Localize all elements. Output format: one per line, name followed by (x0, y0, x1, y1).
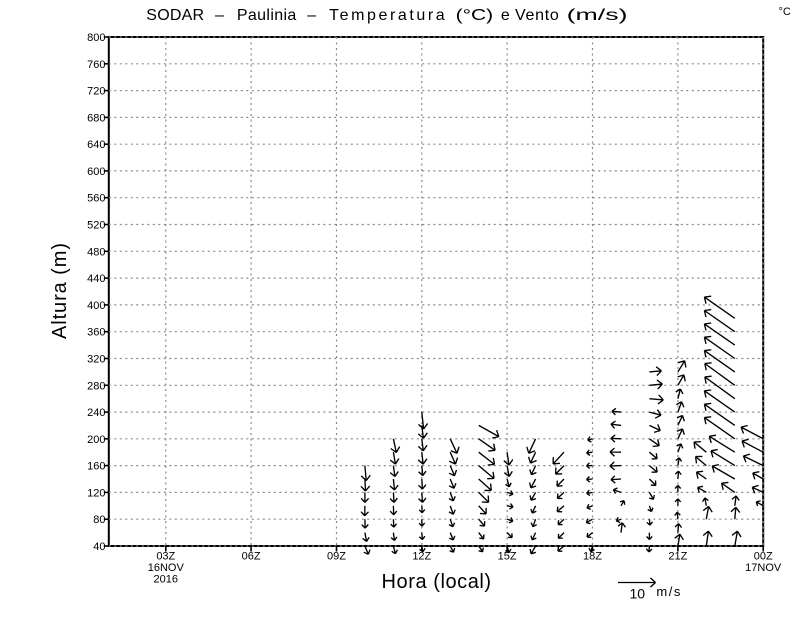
svg-text:–: – (215, 7, 224, 24)
svg-text:240: 240 (87, 407, 105, 419)
svg-text:15Z: 15Z (498, 551, 517, 563)
svg-text:Vento: Vento (515, 7, 559, 24)
svg-text:03Z: 03Z (156, 551, 175, 563)
svg-text:720: 720 (87, 86, 105, 98)
svg-text:480: 480 (87, 246, 105, 258)
svg-text:2016: 2016 (154, 574, 178, 586)
svg-text:200: 200 (87, 434, 105, 446)
svg-text:Hora (local): Hora (local) (382, 571, 492, 593)
svg-text:m/s: m/s (656, 584, 681, 599)
svg-text:17NOV: 17NOV (745, 562, 782, 574)
svg-text:12Z: 12Z (412, 551, 431, 563)
svg-text:Paulinia: Paulinia (237, 7, 296, 24)
svg-text:SODAR: SODAR (146, 7, 204, 24)
svg-text:10: 10 (630, 586, 646, 602)
svg-text:440: 440 (87, 273, 105, 285)
svg-text:(m/s): (m/s) (567, 7, 628, 24)
svg-text:00Z: 00Z (754, 551, 773, 563)
svg-text:06Z: 06Z (242, 551, 261, 563)
svg-text:80: 80 (93, 514, 105, 526)
svg-text:e: e (501, 7, 510, 24)
svg-text:800: 800 (87, 32, 105, 44)
svg-text:680: 680 (87, 112, 105, 124)
svg-text:280: 280 (87, 380, 105, 392)
svg-text:(°C): (°C) (456, 7, 494, 24)
svg-text:40: 40 (93, 541, 105, 553)
svg-text:16NOV: 16NOV (148, 562, 185, 574)
svg-text:21Z: 21Z (668, 551, 687, 563)
svg-text:560: 560 (87, 193, 105, 205)
svg-text:520: 520 (87, 220, 105, 232)
svg-text:Temperatura: Temperatura (329, 7, 445, 24)
svg-text:640: 640 (87, 139, 105, 151)
svg-text:120: 120 (87, 487, 105, 499)
svg-text:Altura (m): Altura (m) (49, 243, 71, 339)
svg-text:600: 600 (87, 166, 105, 178)
svg-text:360: 360 (87, 327, 105, 339)
svg-text:160: 160 (87, 461, 105, 473)
svg-text:400: 400 (87, 300, 105, 312)
svg-text:–: – (307, 7, 316, 24)
svg-text:°C: °C (779, 6, 791, 18)
svg-text:09Z: 09Z (327, 551, 346, 563)
svg-text:320: 320 (87, 354, 105, 366)
svg-text:760: 760 (87, 59, 105, 71)
svg-text:18Z: 18Z (583, 551, 602, 563)
